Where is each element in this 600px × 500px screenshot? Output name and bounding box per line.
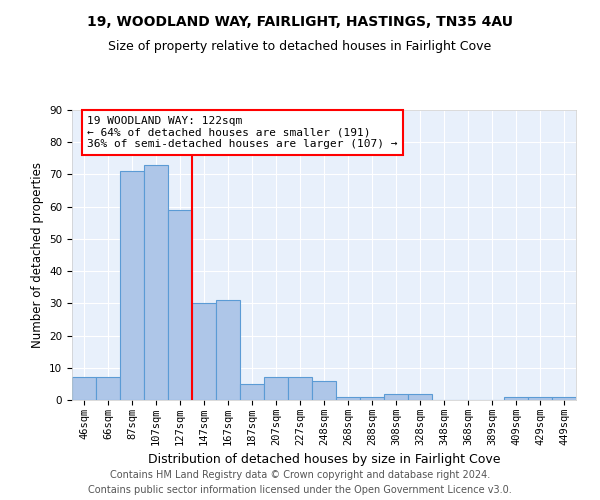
X-axis label: Distribution of detached houses by size in Fairlight Cove: Distribution of detached houses by size … <box>148 454 500 466</box>
Bar <box>528 397 552 400</box>
Bar <box>144 165 168 400</box>
Bar <box>96 378 120 400</box>
Y-axis label: Number of detached properties: Number of detached properties <box>31 162 44 348</box>
Bar <box>72 378 96 400</box>
Bar <box>384 394 408 400</box>
Bar <box>240 384 264 400</box>
Bar <box>168 210 192 400</box>
Bar <box>504 397 528 400</box>
Bar <box>360 397 384 400</box>
Text: 19, WOODLAND WAY, FAIRLIGHT, HASTINGS, TN35 4AU: 19, WOODLAND WAY, FAIRLIGHT, HASTINGS, T… <box>87 15 513 29</box>
Text: Contains public sector information licensed under the Open Government Licence v3: Contains public sector information licen… <box>88 485 512 495</box>
Bar <box>216 300 240 400</box>
Bar <box>552 397 576 400</box>
Bar <box>120 171 144 400</box>
Text: Contains HM Land Registry data © Crown copyright and database right 2024.: Contains HM Land Registry data © Crown c… <box>110 470 490 480</box>
Bar <box>264 378 288 400</box>
Text: 19 WOODLAND WAY: 122sqm
← 64% of detached houses are smaller (191)
36% of semi-d: 19 WOODLAND WAY: 122sqm ← 64% of detache… <box>87 116 398 149</box>
Bar <box>408 394 432 400</box>
Bar <box>288 378 312 400</box>
Text: Size of property relative to detached houses in Fairlight Cove: Size of property relative to detached ho… <box>109 40 491 53</box>
Bar <box>312 380 336 400</box>
Bar <box>336 397 360 400</box>
Bar <box>192 304 216 400</box>
